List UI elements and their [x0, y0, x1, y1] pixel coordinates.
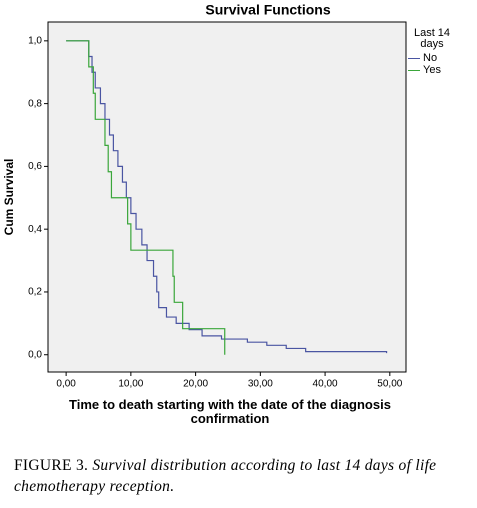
caption-label: FIGURE 3. [14, 457, 89, 474]
x-tick-label: 20,00 [183, 379, 208, 390]
legend-item: No [408, 52, 468, 64]
survival-line [66, 40, 226, 355]
legend-swatch [408, 57, 420, 59]
y-tick-label: 1,0 [28, 35, 42, 46]
x-tick-label: 50,00 [377, 379, 402, 390]
x-tick-label: 30,00 [248, 379, 273, 390]
legend-label: Yes [423, 64, 441, 76]
y-axis-title: Cum Survival [2, 159, 16, 236]
legend: Last 14 days No Yes [408, 28, 468, 76]
legend-item: Yes [408, 64, 468, 76]
legend-label: No [423, 52, 438, 64]
chart-title: Survival Functions [205, 2, 330, 18]
legend-title: Last 14 days [413, 27, 451, 50]
y-tick-label: 0,8 [28, 98, 42, 109]
x-tick-label: 40,00 [313, 379, 338, 390]
plot-area [47, 21, 407, 373]
survival-line [66, 40, 388, 354]
x-axis-title: Time to death starting with the date of … [69, 397, 391, 426]
y-tick-label: 0,6 [28, 161, 42, 172]
y-tick-label: 0,0 [28, 349, 42, 360]
chart: Survival Functions Cum Survival 0,0 0,2 0,… [2, 2, 407, 390]
y-tick-label: 0,4 [28, 224, 42, 235]
caption-text: Survival distribution according to last … [14, 457, 437, 495]
x-tick-label: 0,00 [56, 379, 76, 390]
caption: FIGURE 3. Survival distribution accordin… [14, 455, 464, 497]
x-tick-label: 10,00 [118, 379, 143, 390]
y-tick-label: 0,2 [28, 287, 42, 298]
legend-swatch [408, 69, 420, 71]
